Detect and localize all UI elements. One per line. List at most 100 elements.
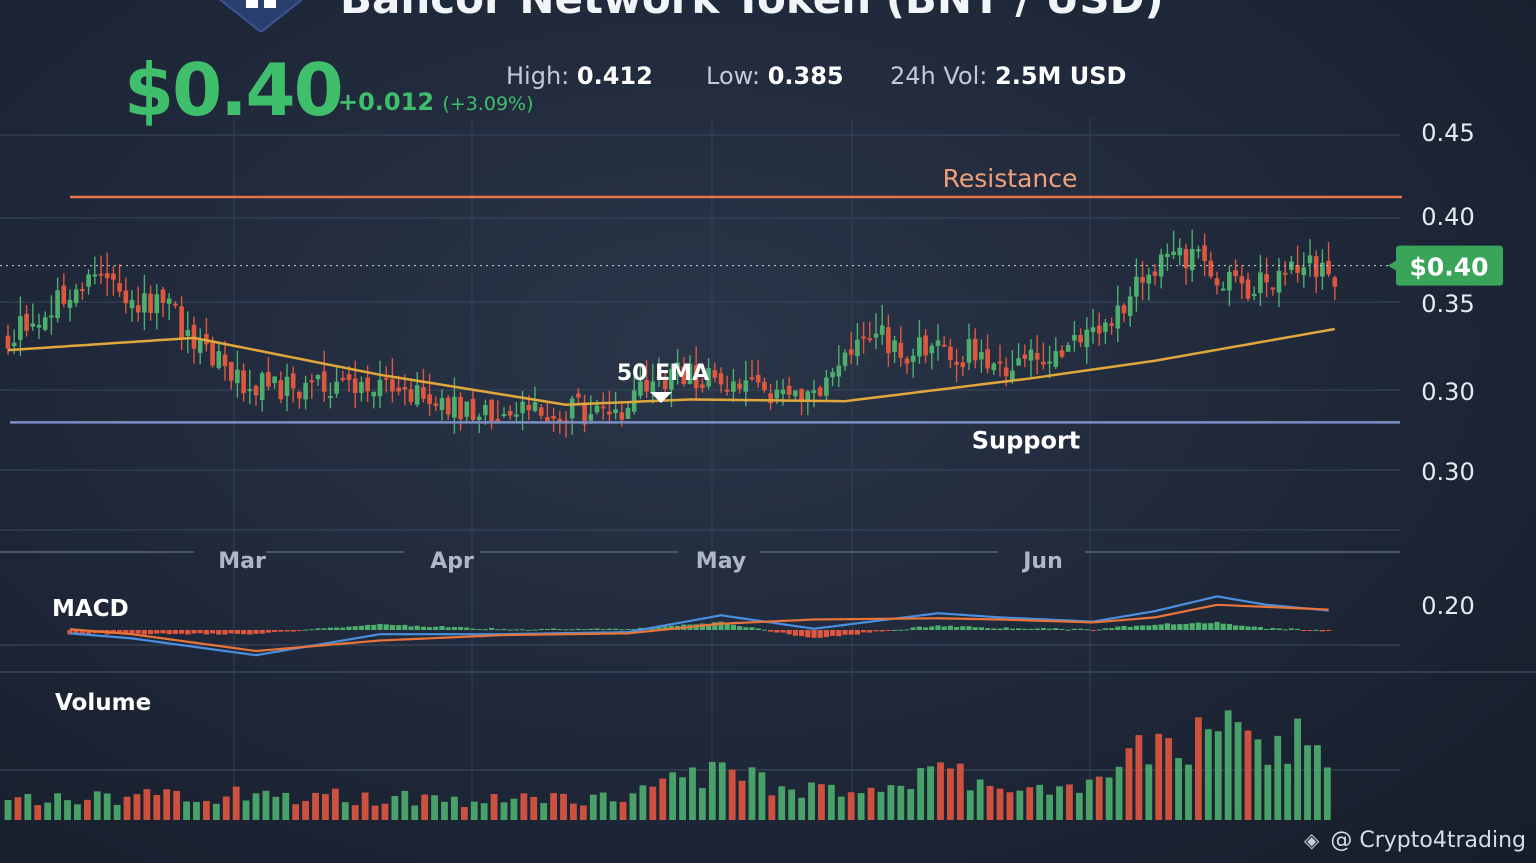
volume-bar [897,785,905,820]
volume-bar [937,762,944,820]
candle-body [1313,256,1319,277]
candle-body [340,378,346,381]
macd-histogram-bar [923,627,929,630]
stat-low-value: 0.385 [767,62,844,90]
candle-body [61,285,67,304]
candle-body [656,376,662,379]
volume-bar [976,779,984,820]
candle-body [1158,254,1164,277]
candle-body [1227,271,1232,291]
candle-body [780,389,786,394]
volume-bar [282,792,290,820]
macd-histogram-bar [972,627,978,630]
overlays-layer: Resistance Support 50 EMA $0.40 [0,164,1503,454]
volume-bar [1046,794,1053,820]
candle-body [842,352,848,366]
candle-body [5,335,11,349]
candle-body [669,368,674,390]
candle-body [365,377,370,392]
candle-body [1096,325,1102,334]
candle-body [197,339,203,353]
volume-bar [986,785,994,820]
macd-histogram-bar [278,630,284,632]
volume-bar [222,796,230,820]
candle-body [67,299,73,308]
macd-histogram-bar [1257,627,1263,630]
candle-body [917,337,922,357]
macd-histogram-bar [303,629,309,631]
macd-histogram-bar [1084,629,1090,631]
macd-histogram-bar [873,630,879,632]
candle-body [266,372,271,387]
volume-bar [1145,764,1153,820]
macd-histogram-bar [1313,629,1319,631]
macd-histogram-bar [1195,622,1201,630]
candle-body [1301,267,1307,276]
macd-histogram-bar [1034,628,1040,630]
macd-histogram-bar [1245,626,1251,630]
candle-body [284,376,290,396]
macd-histogram-bar [854,630,860,635]
candle-body [545,417,550,422]
volume-bar [1274,735,1282,820]
macd-histogram-bar [482,629,488,631]
macd-histogram-bar [737,626,743,630]
candle-body [1220,288,1226,291]
candle-body [972,338,978,361]
macd-histogram-bar [985,628,991,630]
macd-histogram-bar [420,626,426,630]
macd-histogram-bar [557,629,563,631]
candle-body [706,368,711,387]
candle-body [98,273,104,276]
candle-body [594,405,600,413]
candle-body [495,419,501,422]
candle-body [24,313,29,331]
macd-histogram-bar [830,630,836,636]
candle-body [185,330,191,336]
candle-body [1307,255,1313,264]
volume-bar [1115,766,1123,820]
macd-histogram-bar [706,623,712,630]
candle-body [619,412,625,420]
candle-body [36,324,42,328]
macd-histogram-bar [823,630,829,638]
macd-histogram-bar [358,625,364,630]
volume-bar [272,796,280,820]
volume-bar [1036,784,1044,820]
candle-body [613,409,618,414]
macd-histogram-bar [117,630,123,634]
stat-volume: 24h Vol: 2.5M USD [890,62,1126,90]
macd-histogram-bar [135,630,141,634]
volume-bar [1026,787,1034,820]
macd-histogram-bar [1009,628,1015,630]
candle-body [179,306,184,339]
candle-body [1084,329,1090,348]
candle-body [1041,361,1046,365]
macd-histogram-bar [563,629,569,631]
candle-body [768,393,773,404]
candle-body [1059,350,1065,357]
ema-marker-icon [650,392,672,403]
macd-histogram-bar [259,630,265,634]
macd-histogram-bar [1115,626,1121,630]
volume-bar [193,801,200,820]
volume-bar [659,778,667,820]
macd-histogram-bar [532,629,538,631]
volume-bar [818,784,825,820]
volume-bar [738,780,746,820]
y-tick-label-3: 0.30 [1421,378,1474,406]
volume-bar [163,789,171,820]
candle-body [830,372,835,378]
macd-histogram-bar [290,630,296,632]
volume-bar [768,795,776,820]
candle-body [898,342,904,358]
volume-bar [837,796,845,820]
macd-histogram-bar [867,630,873,633]
candle-body [476,416,482,420]
volume-bar [34,805,42,820]
x-tick-label-3: Jun [1021,549,1063,574]
candle-body [104,273,110,279]
candle-body [811,390,817,394]
macd-histogram-bar [203,630,209,635]
macd-histogram-bar [1301,630,1307,631]
